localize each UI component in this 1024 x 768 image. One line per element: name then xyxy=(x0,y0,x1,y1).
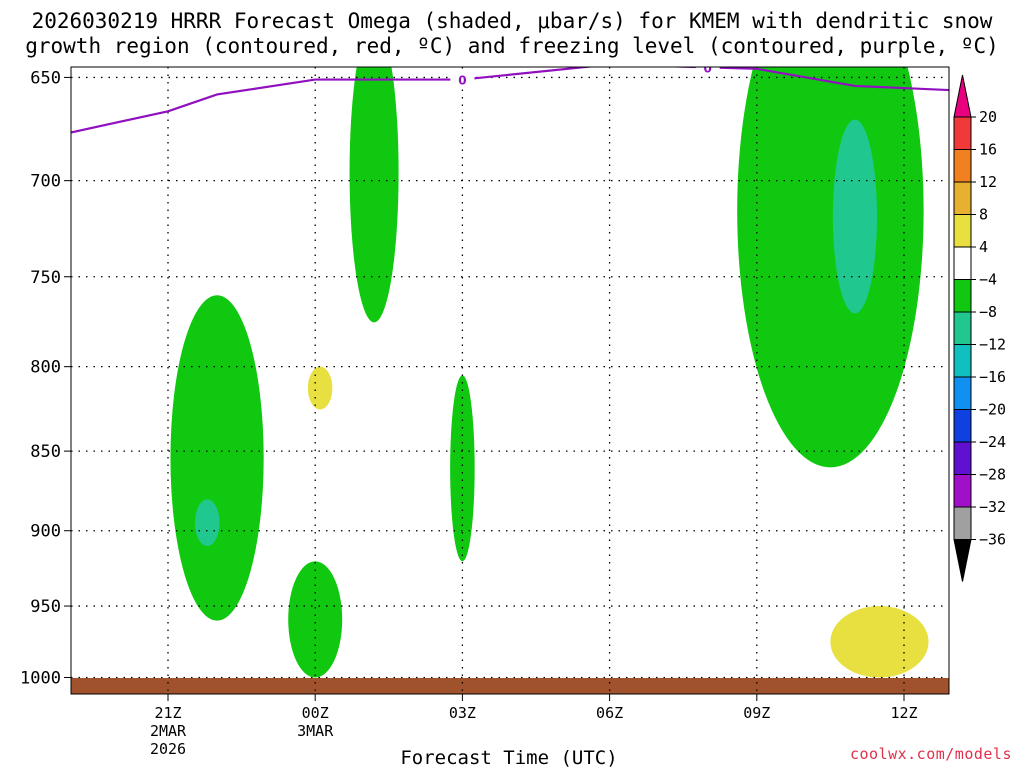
omega-region-18 xyxy=(832,119,878,314)
temperature-contours: −18−18−12−1200 xyxy=(71,61,949,134)
x-axis-label: Forecast Time (UTC) xyxy=(400,747,617,768)
colorbar-label-3: 8 xyxy=(979,206,988,224)
chart-title-line2: growth region (contoured, red, ºC) and f… xyxy=(25,34,999,58)
colorbar-band-9 xyxy=(953,376,972,410)
contour-label-3-0: 0 xyxy=(458,74,466,88)
x-tick-label-12Z: 12Z xyxy=(890,704,917,722)
omega-region-13 xyxy=(450,375,475,562)
omega-region-9 xyxy=(170,295,264,621)
plot-frame xyxy=(70,66,950,695)
x-tick-label-03Z: 03Z xyxy=(449,704,476,722)
y-tick-label-700: 700 xyxy=(30,172,61,192)
y-tick-label-950: 950 xyxy=(30,597,61,617)
contour-label-bg-3-1 xyxy=(695,67,720,76)
contour-label-3-1: 0 xyxy=(704,61,712,75)
colorbar-label-4: 4 xyxy=(979,238,988,256)
colorbar-label-12: −32 xyxy=(979,498,1006,516)
x-tick-label-09Z: 09Z xyxy=(743,704,770,722)
colorbar-cap-top xyxy=(953,74,972,118)
chart-title-line1: 2026030219 HRRR Forecast Omega (shaded, … xyxy=(31,9,993,33)
colorbar-band-1 xyxy=(953,116,972,150)
colorbar-label-7: −12 xyxy=(979,336,1006,354)
colorbar-band-13 xyxy=(953,506,972,540)
ground-terrain xyxy=(71,678,949,694)
colorbar-label-10: −24 xyxy=(979,433,1006,451)
omega-region-12 xyxy=(307,366,333,410)
y-axis: 2503003504004505005506006507007508008509… xyxy=(20,68,71,689)
site-credit: coolwx.com/models xyxy=(849,745,1012,763)
colorbar-label-11: −28 xyxy=(979,466,1006,484)
colorbar-band-4 xyxy=(953,214,972,248)
colorbar-band-5 xyxy=(953,246,972,280)
colorbar-label-5: −4 xyxy=(979,271,997,289)
y-tick-label-900: 900 xyxy=(30,522,61,542)
colorbar-band-12 xyxy=(953,474,972,508)
colorbar-band-11 xyxy=(953,441,972,475)
colorbar-cap-bottom xyxy=(953,539,972,582)
y-tick-label-800: 800 xyxy=(30,358,61,378)
colorbar-label-8: −16 xyxy=(979,368,1006,386)
y-tick-label-750: 750 xyxy=(30,268,61,288)
colorbar-band-3 xyxy=(953,181,972,215)
omega-region-19 xyxy=(830,606,929,678)
y-tick-label-850: 850 xyxy=(30,442,61,462)
x-tick-label-06Z: 06Z xyxy=(596,704,623,722)
colorbar-label-2: 12 xyxy=(979,173,997,191)
x-tick-year-2026: 2026 xyxy=(150,740,186,758)
omega-shading xyxy=(0,0,929,678)
colorbar-label-6: −8 xyxy=(979,303,997,321)
plot-area: −18−18−12−1200 xyxy=(0,0,949,694)
colorbar-band-8 xyxy=(953,344,972,378)
colorbar-label-9: −20 xyxy=(979,401,1006,419)
omega-region-4 xyxy=(107,0,141,23)
omega-region-8 xyxy=(349,67,399,323)
colorbar-label-13: −36 xyxy=(979,531,1006,549)
colorbar-band-10 xyxy=(953,409,972,443)
x-tick-date-3MAR: 3MAR xyxy=(297,722,334,740)
y-tick-label-650: 650 xyxy=(30,68,61,88)
y-tick-label-1000: 1000 xyxy=(20,669,61,689)
x-tick-date-2MAR: 2MAR xyxy=(150,722,187,740)
colorbar-label-0: 20 xyxy=(979,108,997,126)
colorbar-band-7 xyxy=(953,311,972,345)
contour-label-bg-3-0 xyxy=(450,71,475,88)
colorbar-label-1: 16 xyxy=(979,141,997,159)
colorbar: 20 16 12 8 4 −4 −8 −12 −16 −20 −24 −28 −32 −36 xyxy=(953,74,1006,582)
colorbar-band-6 xyxy=(953,279,972,313)
omega-region-11 xyxy=(288,561,343,678)
colorbar-band-2 xyxy=(953,149,972,183)
contour-line-3 xyxy=(71,67,949,134)
omega-region-14 xyxy=(0,410,33,664)
x-tick-label-21Z: 21Z xyxy=(154,704,181,722)
x-tick-label-00Z: 00Z xyxy=(302,704,329,722)
omega-region-10 xyxy=(194,499,220,547)
